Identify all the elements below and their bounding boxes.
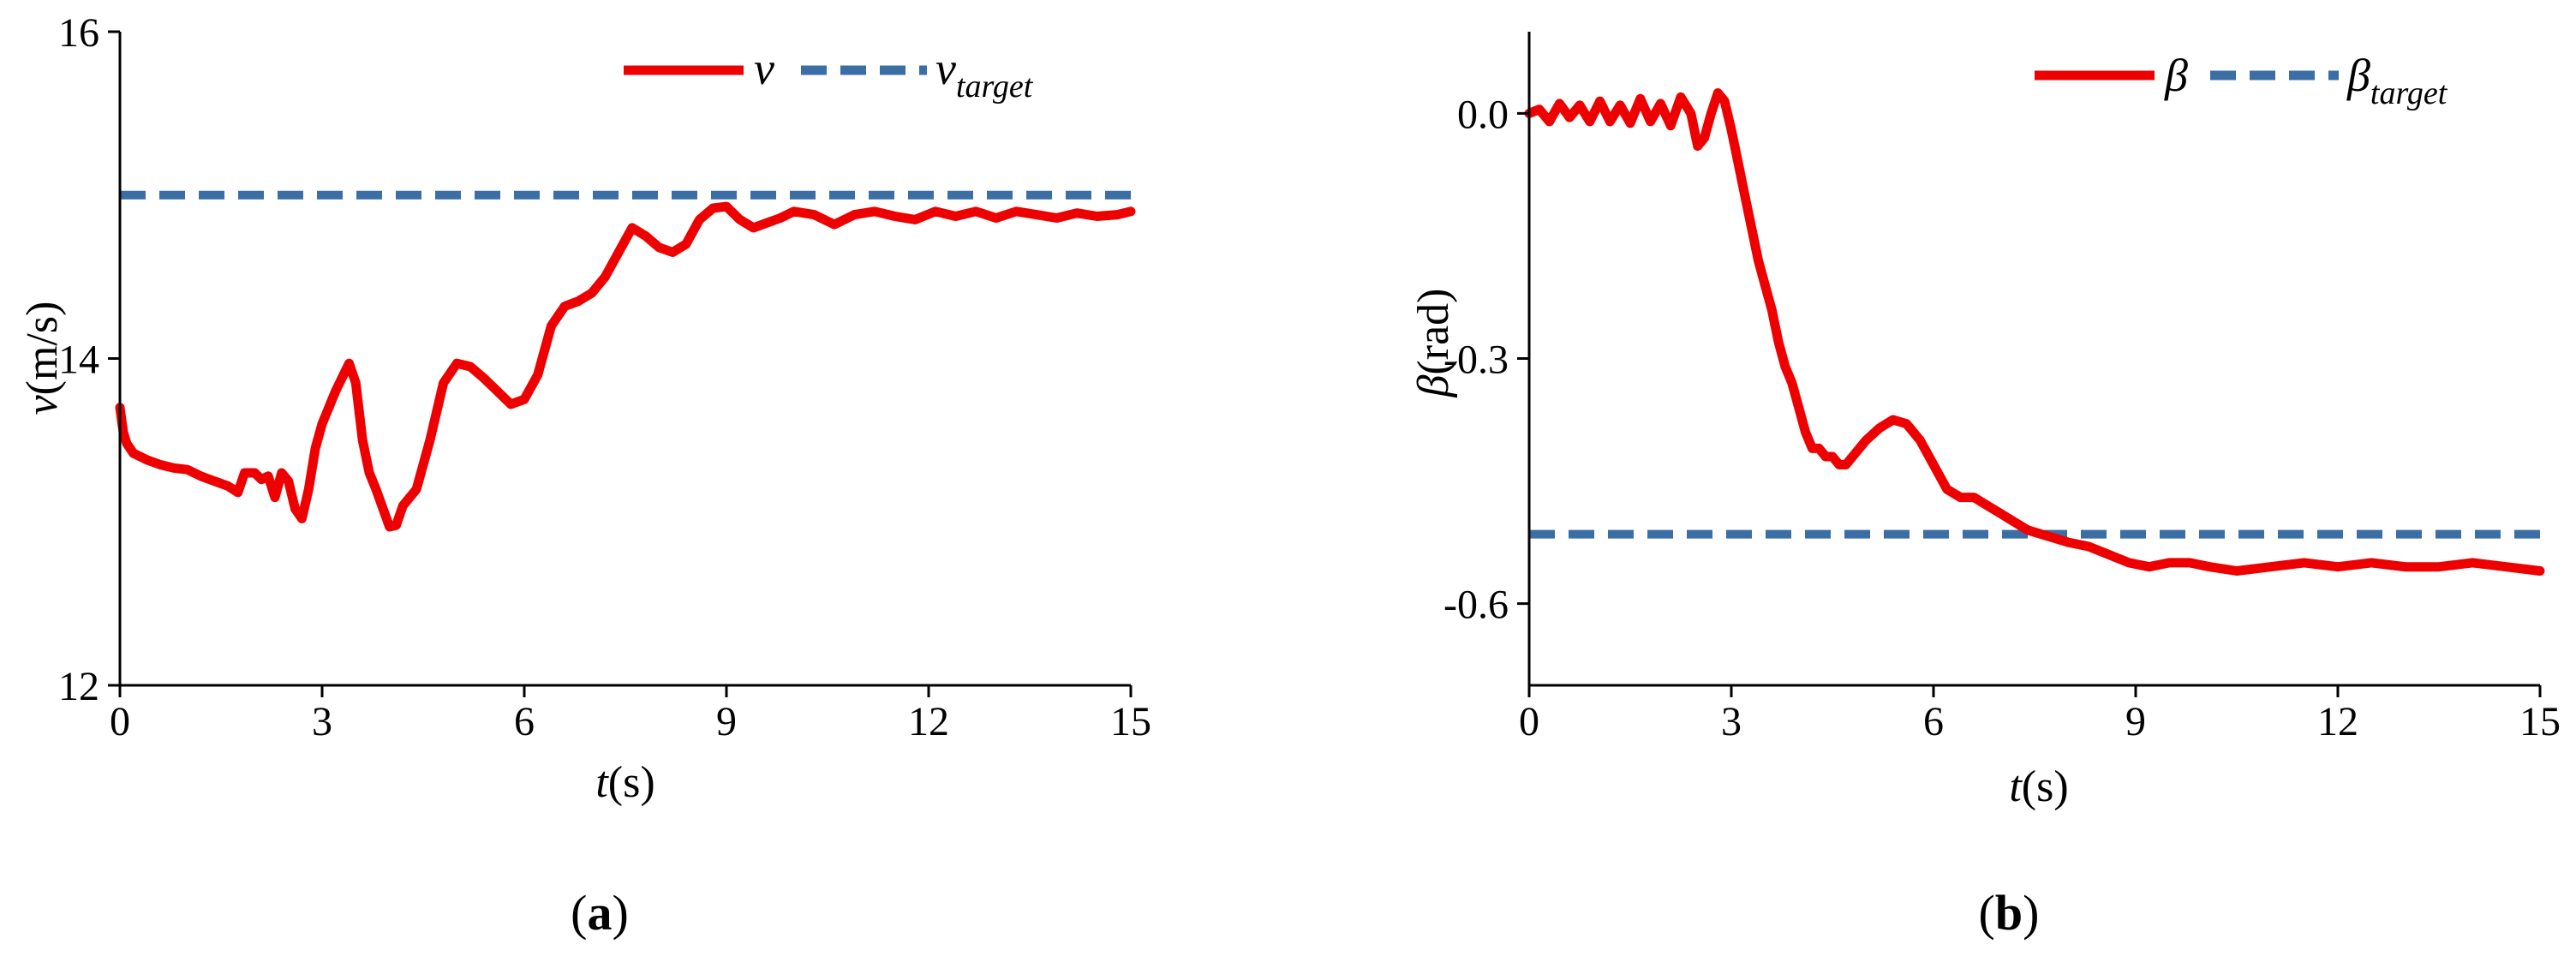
sideslip-axis-ticks: 0 3 6 9 12 15 0.0 -0.3 -0.6 — [1443, 92, 2561, 744]
velocity-y-tick-label: 16 — [58, 10, 99, 56]
y-label-unit: (rad) — [1409, 289, 1458, 375]
legend-target-label: vtarget — [935, 43, 1034, 105]
sideslip-y-tick-label: 0.0 — [1457, 92, 1509, 137]
velocity-legend: v vtarget — [624, 43, 1034, 105]
y-label-var: β — [1409, 374, 1458, 397]
sideslip-actual-series-line — [1524, 88, 2545, 576]
velocity-plot-marks — [115, 190, 1136, 532]
sideslip-plot-marks — [1524, 88, 2545, 576]
velocity-x-tick-label: 6 — [514, 699, 535, 744]
sideslip-y-axis-label: β(rad) — [1409, 289, 1458, 398]
legend-target-sub: target — [2370, 75, 2448, 111]
x-label-var: t — [595, 758, 609, 807]
legend-actual-label: v — [754, 43, 774, 94]
velocity-x-axis-label: t(s) — [595, 758, 654, 807]
velocity-x-tick-label: 0 — [110, 699, 130, 744]
velocity-y-axis-label: v(m/s) — [18, 302, 67, 415]
caption-a: (a) — [571, 885, 629, 941]
x-label-unit: (s) — [608, 758, 655, 807]
velocity-axis-ticks: 0 3 6 9 12 15 12 14 16 — [58, 10, 1151, 744]
legend-target-sub: target — [956, 69, 1034, 105]
caption-a-letter: a — [588, 885, 613, 941]
sideslip-x-tick-label: 9 — [2125, 699, 2146, 744]
velocity-y-tick-label: 14 — [58, 338, 99, 383]
sideslip-x-tick-label: 6 — [1923, 699, 1944, 744]
sideslip-chart: 0 3 6 9 12 150.0-0.3-0.6 β βtarget t(s) β(rad… — [1409, 32, 2561, 941]
velocity-actual-series-line — [115, 201, 1136, 532]
y-label-var: v — [18, 394, 67, 415]
sideslip-x-axis-label: t(s) — [2009, 762, 2068, 811]
velocity-x-tick-label: 12 — [908, 699, 949, 744]
sideslip-x-tick-label: 3 — [1721, 699, 1742, 744]
sideslip-x-tick-label: 0 — [1519, 699, 1539, 744]
x-label-unit: (s) — [2022, 762, 2069, 811]
legend-target-base: v — [935, 43, 956, 94]
velocity-x-tick-label: 9 — [716, 699, 737, 744]
sideslip-x-tick-label: 15 — [2519, 699, 2561, 744]
velocity-y-tick-label: 12 — [58, 664, 99, 709]
caption-b-letter: b — [1995, 885, 2023, 941]
legend-target-base: β — [2346, 50, 2370, 101]
legend-target-label: βtarget — [2346, 50, 2448, 111]
sideslip-legend: β βtarget — [2035, 50, 2448, 111]
caption-b: (b) — [1979, 885, 2040, 941]
legend-actual-label: β — [2164, 50, 2188, 101]
sideslip-y-tick-label: -0.3 — [1443, 338, 1509, 383]
sideslip-y-tick-label: -0.6 — [1443, 583, 1509, 628]
velocity-x-tick-label: 15 — [1110, 699, 1151, 744]
x-label-var: t — [2009, 762, 2023, 811]
y-label-unit: (m/s) — [18, 302, 67, 396]
sideslip-x-tick-label: 12 — [2317, 699, 2358, 744]
velocity-x-tick-label: 3 — [312, 699, 332, 744]
